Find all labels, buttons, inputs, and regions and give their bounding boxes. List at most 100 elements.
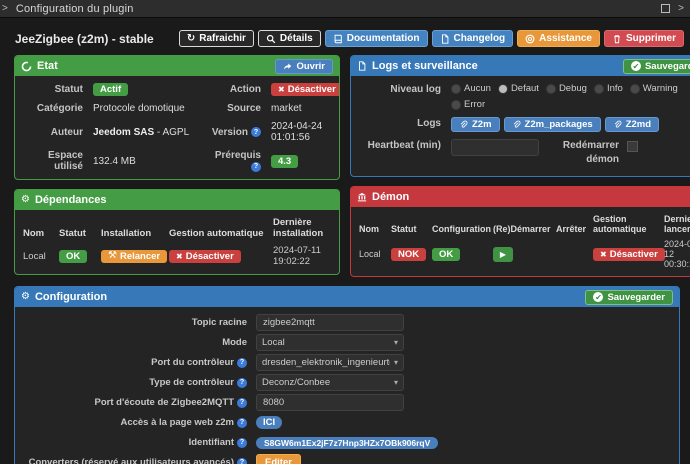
configuration-panel-title: Configuration <box>35 291 107 303</box>
dep-header-nom: Nom <box>23 228 53 239</box>
disable-plugin-button[interactable]: ✖Désactiver <box>271 83 340 96</box>
radio-icon <box>451 100 461 110</box>
dep-statut-badge: OK <box>59 250 87 263</box>
espace-value: 132.4 MB <box>93 156 195 167</box>
demon-header-dernier: Dernier lancement <box>664 214 690 234</box>
dep-header-derniere: Dernière installation <box>273 217 331 239</box>
radio-error[interactable]: Error <box>451 99 485 110</box>
header-row: JeeZigbee (z2m) - stable ↻ Rafraichir Dé… <box>15 30 684 47</box>
expand-chevron-icon[interactable]: > <box>678 3 684 14</box>
radio-info[interactable]: Info <box>594 83 623 94</box>
disable-auto-daemon-button[interactable]: ✖Désactiver <box>593 248 665 261</box>
radio-icon <box>451 84 461 94</box>
demon-panel-header: Démon <box>351 187 690 207</box>
gears-icon: ⚙ <box>21 292 30 302</box>
help-icon[interactable]: ? <box>237 398 247 408</box>
save-configuration-button[interactable]: ✔ Sauvegarder <box>585 290 673 305</box>
radio-icon <box>498 84 508 94</box>
statut-badge: Actif <box>93 83 128 96</box>
radio-debug[interactable]: Debug <box>546 83 587 94</box>
port-ecoute-input[interactable] <box>256 394 404 411</box>
documentation-button[interactable]: Documentation <box>325 30 428 47</box>
demon-header-nom: Nom <box>359 224 386 234</box>
log-file-buttons: Z2m Z2m_packages Z2md <box>451 117 659 132</box>
help-icon[interactable]: ? <box>251 162 261 172</box>
z2m-web-link[interactable]: ICI <box>256 416 282 429</box>
book-icon <box>333 34 343 44</box>
titlebar: > Configuration du plugin > <box>0 0 690 18</box>
help-icon[interactable]: ? <box>251 127 261 137</box>
trash-icon <box>612 34 622 44</box>
mode-label: Mode <box>23 337 247 348</box>
heartbeat-input[interactable] <box>451 139 539 156</box>
plugin-title: JeeZigbee (z2m) - stable <box>15 32 154 46</box>
type-controleur-label: Type de contrôleur? <box>23 377 247 388</box>
titlebar-title: Configuration du plugin <box>16 3 134 15</box>
save-logs-button[interactable]: ✔ Sauvegarder <box>623 59 690 74</box>
etat-panel: Etat Ouvrir Statut Actif <box>14 55 340 180</box>
log-level-label: Niveau log <box>359 83 441 95</box>
action-label: Action <box>205 84 261 95</box>
help-icon[interactable]: ? <box>237 418 247 428</box>
open-button[interactable]: Ouvrir <box>275 59 333 74</box>
log-z2m-packages-button[interactable]: Z2m_packages <box>504 117 601 132</box>
configuration-panel: ⚙ Configuration ✔ Sauvegarder Topic raci… <box>14 286 680 464</box>
dep-header-installation: Installation <box>101 228 163 239</box>
search-icon <box>266 34 276 44</box>
etat-panel-header: Etat Ouvrir <box>15 56 339 76</box>
log-level-radios: Aucun Defaut Debug Info Warning Error <box>451 83 683 110</box>
restart-daemon-checkbox[interactable] <box>627 141 638 152</box>
assistance-button[interactable]: Assistance <box>517 30 600 47</box>
collapse-chevron-icon[interactable]: > <box>2 3 8 14</box>
port-controleur-select[interactable]: dresden_elektronik_ingenieurtechnik_ ▾ <box>256 354 404 371</box>
log-z2m-button[interactable]: Z2m <box>451 117 500 132</box>
radio-defaut[interactable]: Defaut <box>498 83 539 94</box>
radio-aucun[interactable]: Aucun <box>451 83 491 94</box>
details-button[interactable]: Détails <box>258 30 321 47</box>
help-icon[interactable]: ? <box>237 438 247 448</box>
maximize-icon[interactable] <box>661 4 670 13</box>
radio-warning[interactable]: Warning <box>630 83 678 94</box>
dependances-panel-title: Dépendances <box>35 194 107 206</box>
configuration-panel-header: ⚙ Configuration ✔ Sauvegarder <box>15 287 679 307</box>
dep-header-statut: Statut <box>59 228 95 239</box>
refresh-icon: ↻ <box>187 34 195 44</box>
disable-auto-dependencies-button[interactable]: ✖Désactiver <box>169 250 241 263</box>
restart-daemon-button[interactable]: ▶ <box>493 247 513 262</box>
check-circle-icon: ✔ <box>631 61 641 71</box>
demon-header-redemarrer: (Re)Démarrer <box>493 224 551 234</box>
topic-racine-input[interactable] <box>256 314 404 331</box>
bank-icon <box>357 192 367 202</box>
radio-icon <box>630 84 640 94</box>
converters-label: Converters (réservé aux utilisateurs ava… <box>23 457 247 464</box>
relaunch-dependencies-button[interactable]: ⚒Relancer <box>101 250 167 263</box>
demon-panel-title: Démon <box>372 191 409 203</box>
auteur-value: Jeedom SAS - AGPL <box>93 127 195 138</box>
log-z2md-button[interactable]: Z2md <box>605 117 659 132</box>
logs-panel-title: Logs et surveillance <box>372 60 478 72</box>
paperclip-icon <box>459 120 468 129</box>
type-controleur-select[interactable]: Deconz/Conbee ▾ <box>256 374 404 391</box>
demon-header-arreter: Arrêter <box>556 224 588 234</box>
topic-racine-label: Topic racine <box>23 317 247 328</box>
edit-converters-button[interactable]: Editer <box>256 454 301 464</box>
espace-label: Espace utilisé <box>23 150 83 172</box>
x-icon: ✖ <box>600 250 607 259</box>
life-ring-icon <box>525 34 535 44</box>
demon-row-dernier: 2024-07-12 00:30:10 <box>664 239 690 269</box>
chevron-down-icon: ▾ <box>394 358 398 367</box>
help-icon[interactable]: ? <box>237 358 247 368</box>
delete-button[interactable]: Supprimer <box>604 30 684 47</box>
gear-icon: ⚙ <box>21 195 30 205</box>
mode-select[interactable]: Local ▾ <box>256 334 404 351</box>
tools-icon: ⚒ <box>108 251 117 261</box>
source-value: market <box>271 103 340 114</box>
help-icon[interactable]: ? <box>237 378 247 388</box>
etat-panel-title: Etat <box>37 60 58 72</box>
demon-config-badge: OK <box>432 248 460 261</box>
categorie-value: Protocole domotique <box>93 103 195 114</box>
changelog-button[interactable]: Changelog <box>432 30 514 47</box>
help-icon[interactable]: ? <box>237 458 247 464</box>
demon-header-gestion: Gestion automatique <box>593 214 659 234</box>
refresh-button[interactable]: ↻ Rafraichir <box>179 30 254 47</box>
